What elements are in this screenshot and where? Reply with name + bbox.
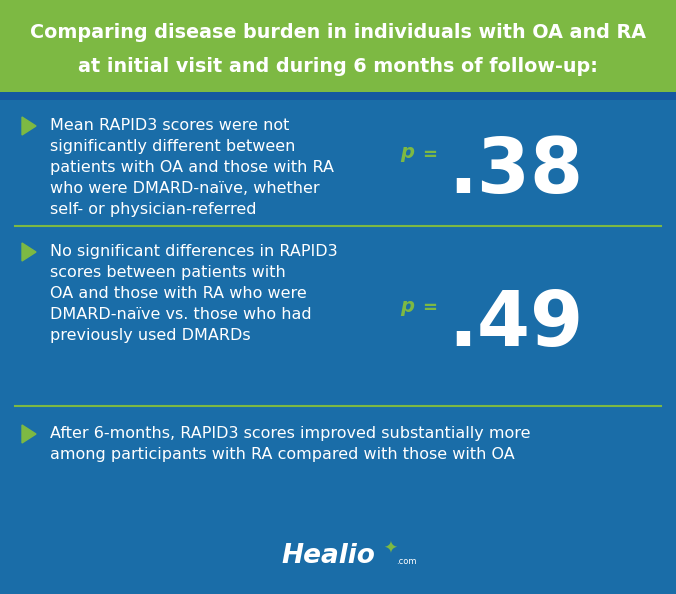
Text: p: p [400, 144, 414, 163]
Text: After 6-months, RAPID3 scores improved substantially more
among participants wit: After 6-months, RAPID3 scores improved s… [50, 426, 531, 462]
Text: .com: .com [396, 558, 416, 567]
Text: p: p [400, 296, 414, 315]
Text: at initial visit and during 6 months of follow-up:: at initial visit and during 6 months of … [78, 57, 598, 76]
Text: ✦: ✦ [383, 540, 397, 558]
Polygon shape [22, 425, 36, 443]
Text: .38: .38 [448, 135, 583, 209]
Polygon shape [22, 117, 36, 135]
Bar [0, 0, 676, 92]
Text: Comparing disease burden in individuals with OA and RA: Comparing disease burden in individuals … [30, 23, 646, 42]
Polygon shape [22, 243, 36, 261]
Text: =: = [422, 299, 437, 317]
Text: Mean RAPID3 scores were not
significantly different between
patients with OA and: Mean RAPID3 scores were not significantl… [50, 118, 334, 217]
Bar [0, 92, 676, 100]
Text: Healio: Healio [281, 543, 375, 569]
Text: No significant differences in RAPID3
scores between patients with
OA and those w: No significant differences in RAPID3 sco… [50, 244, 337, 343]
Text: .49: .49 [448, 288, 583, 362]
Text: =: = [422, 146, 437, 164]
